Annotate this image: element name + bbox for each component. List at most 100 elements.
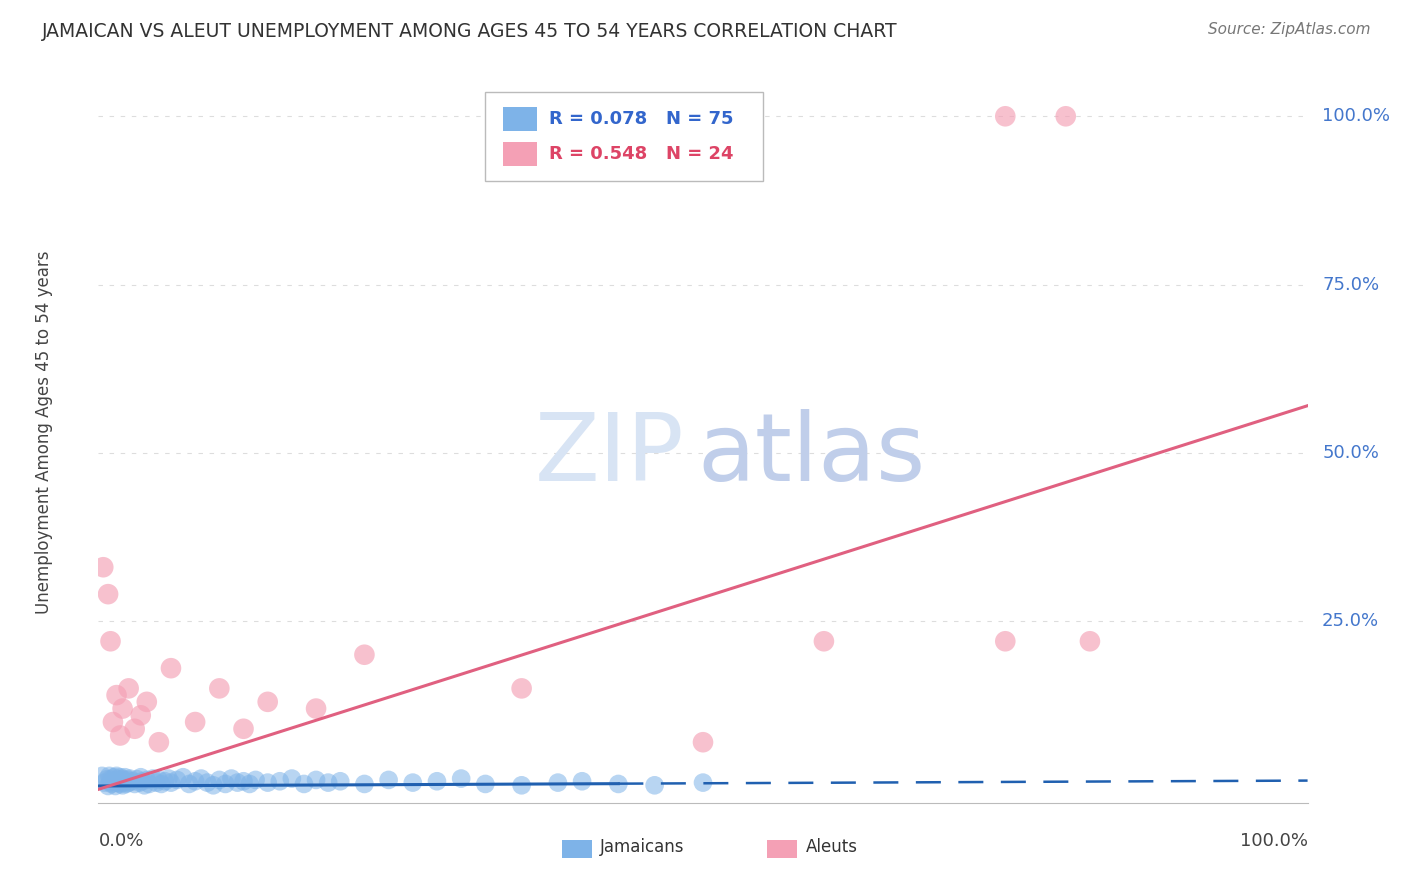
Text: 100.0%: 100.0% <box>1322 107 1391 125</box>
Point <box>292 777 315 791</box>
Point <box>232 722 254 736</box>
Point <box>108 777 131 791</box>
Point <box>129 770 152 784</box>
Point <box>93 775 115 789</box>
Point <box>353 777 375 791</box>
Point <box>184 774 207 789</box>
Text: R = 0.548   N = 24: R = 0.548 N = 24 <box>550 145 734 162</box>
Point <box>100 772 122 787</box>
Text: Aleuts: Aleuts <box>806 838 858 856</box>
Point <box>184 714 207 729</box>
Point <box>97 779 120 793</box>
Point <box>232 774 254 789</box>
Point <box>208 772 231 787</box>
Bar <box>503 142 537 166</box>
Point <box>138 777 160 791</box>
Point <box>105 769 128 783</box>
Point <box>124 722 146 736</box>
Point <box>426 774 449 789</box>
Point <box>105 775 128 789</box>
Point <box>128 775 150 789</box>
Point <box>202 778 225 792</box>
Text: Unemployment Among Ages 45 to 54 years: Unemployment Among Ages 45 to 54 years <box>35 251 53 615</box>
Point <box>160 775 183 789</box>
Text: atlas: atlas <box>697 409 925 500</box>
Point <box>105 688 128 702</box>
Bar <box>503 107 537 131</box>
Point <box>98 769 121 783</box>
Point <box>108 770 131 784</box>
Point <box>100 775 122 789</box>
Bar <box>561 840 592 858</box>
Point <box>112 775 135 789</box>
Point <box>124 777 146 791</box>
Point <box>607 777 630 791</box>
Text: JAMAICAN VS ALEUT UNEMPLOYMENT AMONG AGES 45 TO 54 YEARS CORRELATION CHART: JAMAICAN VS ALEUT UNEMPLOYMENT AMONG AGE… <box>42 22 898 41</box>
Point <box>150 777 173 791</box>
Point <box>118 681 141 696</box>
Point <box>195 775 218 789</box>
Point <box>353 648 375 662</box>
Point <box>474 777 496 791</box>
Text: ZIP: ZIP <box>536 409 685 500</box>
Point <box>166 772 188 787</box>
Point <box>108 729 131 743</box>
Point <box>114 770 136 784</box>
Point <box>148 772 170 787</box>
Point <box>118 775 141 789</box>
Point <box>1078 634 1101 648</box>
Point <box>269 774 291 789</box>
Point <box>377 772 399 787</box>
FancyBboxPatch shape <box>485 92 763 181</box>
Point <box>157 772 180 786</box>
Point <box>142 772 165 786</box>
Point <box>135 695 157 709</box>
Point <box>256 695 278 709</box>
Text: R = 0.078   N = 75: R = 0.078 N = 75 <box>550 110 734 128</box>
Point <box>305 701 328 715</box>
Point <box>135 772 157 787</box>
Point <box>129 708 152 723</box>
Point <box>1054 109 1077 123</box>
Point <box>96 772 118 787</box>
Point <box>510 778 533 792</box>
Point <box>134 778 156 792</box>
Point <box>160 661 183 675</box>
Point <box>101 774 124 789</box>
Point <box>115 777 138 791</box>
Text: 50.0%: 50.0% <box>1322 444 1379 462</box>
Point <box>100 777 122 791</box>
Point <box>692 775 714 789</box>
Point <box>208 681 231 696</box>
Point <box>281 772 304 786</box>
Point <box>994 634 1017 648</box>
Point <box>190 772 212 786</box>
Point <box>547 775 569 789</box>
Point <box>97 587 120 601</box>
Point <box>104 779 127 793</box>
Point <box>91 560 114 574</box>
Point <box>226 775 249 789</box>
Text: 0.0%: 0.0% <box>98 832 143 850</box>
Text: Jamaicans: Jamaicans <box>600 838 685 856</box>
Point <box>111 772 134 787</box>
Point <box>111 701 134 715</box>
Point <box>153 774 176 789</box>
Point <box>179 777 201 791</box>
Point <box>131 774 153 789</box>
Point <box>103 770 125 784</box>
Point <box>316 775 339 789</box>
Point <box>305 772 328 787</box>
Point <box>214 777 236 791</box>
Point <box>571 774 593 789</box>
Point <box>172 770 194 784</box>
Point <box>221 772 243 786</box>
Point <box>402 775 425 789</box>
Point <box>100 634 122 648</box>
Point <box>118 772 141 786</box>
Bar <box>768 840 797 858</box>
Point <box>121 774 143 789</box>
Point <box>127 772 149 787</box>
Text: 25.0%: 25.0% <box>1322 612 1379 630</box>
Point <box>994 109 1017 123</box>
